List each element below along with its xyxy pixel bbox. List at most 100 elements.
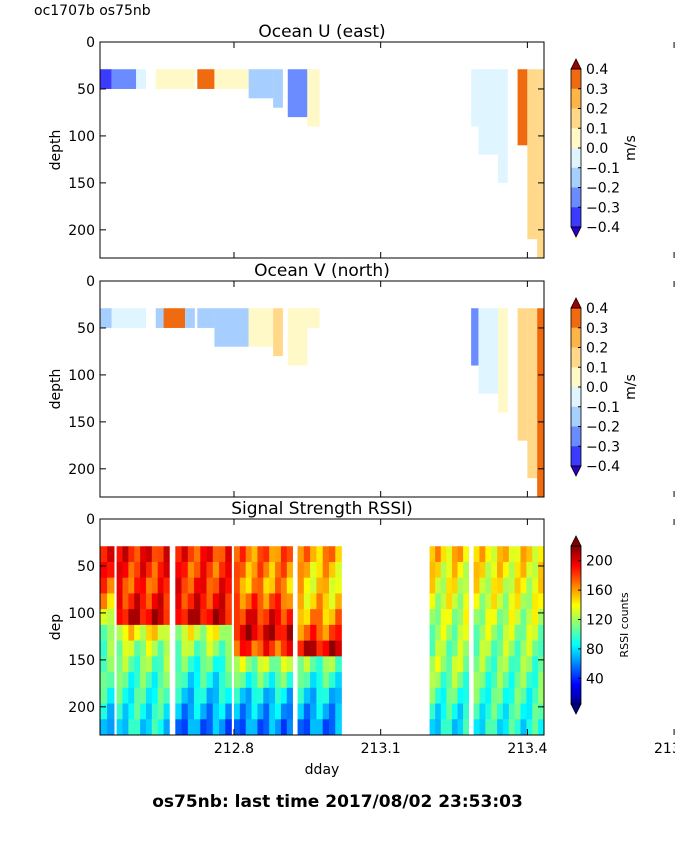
rssi-cell — [200, 656, 207, 673]
rssi-cell — [269, 719, 276, 736]
rssi-cell — [457, 656, 464, 673]
rssi-cell — [107, 593, 115, 610]
rssi-cell — [526, 624, 533, 641]
rssi-cell — [491, 719, 498, 736]
rssi-cell — [239, 719, 247, 736]
rssi-cell — [463, 577, 469, 594]
rssi-cell — [491, 561, 498, 578]
data-block-16 — [517, 69, 528, 146]
colorbar-tick-label: 0.3 — [586, 321, 608, 337]
rssi-cell — [140, 624, 147, 641]
rssi-cell — [163, 593, 170, 610]
rssi-cell — [239, 561, 247, 578]
rssi-cell — [212, 577, 220, 594]
rssi-cell — [175, 672, 182, 689]
data-block-8 — [214, 308, 249, 347]
rssi-cell — [473, 719, 480, 736]
rssi-cell — [157, 609, 164, 626]
rssi-cell — [451, 687, 458, 704]
colorbar-extend-bottom — [570, 226, 582, 238]
colorbar-band — [571, 446, 581, 467]
colorbar-label: RSSI counts — [618, 592, 631, 657]
rssi-cell — [200, 703, 207, 720]
rssi-cell — [116, 624, 123, 641]
colorbar-tick-label: −0.4 — [586, 459, 620, 475]
rssi-cell — [297, 593, 305, 610]
rssi-cell — [446, 640, 453, 657]
rssi-cell — [206, 593, 214, 610]
rssi-cell — [335, 719, 342, 736]
rssi-cell — [145, 640, 153, 657]
rssi-cell — [212, 640, 220, 657]
rssi-cell — [335, 577, 342, 594]
y-tick-label: 100 — [68, 606, 95, 622]
rssi-cell — [479, 561, 486, 578]
colorbar-band — [571, 128, 581, 149]
rssi-cell — [275, 656, 282, 673]
rssi-cell — [457, 719, 464, 736]
rssi-cell — [502, 624, 510, 641]
rssi-cell — [194, 672, 201, 689]
rssi-cell — [303, 719, 311, 736]
colorbar-extend-bottom — [570, 465, 582, 477]
rssi-cell — [269, 546, 276, 563]
rssi-cell — [526, 656, 533, 673]
rssi-cell — [257, 719, 264, 736]
rssi-cell — [451, 640, 458, 657]
rssi-cell — [514, 561, 521, 578]
rssi-cell — [508, 703, 515, 720]
rssi-cell — [122, 577, 129, 594]
rssi-cell — [239, 672, 247, 689]
rssi-cell — [122, 672, 129, 689]
panel-3: Signal Strength RSSI) 0 50 100 150 200 dep 212.… — [48, 499, 675, 778]
rssi-cell — [194, 687, 201, 704]
rssi-cell — [310, 624, 317, 641]
rssi-cell — [335, 546, 342, 563]
rssi-cell — [526, 593, 533, 610]
rssi-cell — [463, 593, 469, 610]
rssi-cell — [200, 609, 207, 626]
rssi-cell — [508, 656, 515, 673]
rssi-cell — [219, 624, 226, 641]
rssi-cell — [122, 561, 129, 578]
rssi-cell — [128, 656, 135, 673]
rssi-cell — [328, 703, 336, 720]
data-block-5 — [163, 308, 186, 328]
rssi-cell — [451, 656, 458, 673]
colorbar-tick-label: 0.0 — [586, 141, 608, 157]
rssi-cell — [286, 703, 293, 720]
rssi-cell — [151, 719, 159, 736]
rssi-cell — [225, 656, 232, 673]
rssi-cell — [157, 656, 164, 673]
colorbar-tick-label: 0.3 — [586, 82, 608, 98]
rssi-cell — [451, 703, 458, 720]
rssi-cell — [502, 656, 510, 673]
panel-title: Signal Strength RSSI) — [231, 499, 413, 519]
rssi-cell — [140, 719, 147, 736]
panel-title: Ocean V (north) — [254, 261, 390, 281]
rssi-cell — [451, 546, 458, 563]
rssi-cell — [429, 719, 436, 736]
rssi-cell — [479, 640, 486, 657]
rssi-cell — [257, 561, 264, 578]
rssi-cell — [107, 687, 115, 704]
rssi-cell — [497, 546, 504, 563]
rssi-cell — [116, 703, 123, 720]
rssi-cell — [286, 719, 293, 736]
rssi-cell — [508, 624, 515, 641]
rssi-cell — [440, 561, 447, 578]
rssi-cell — [286, 593, 293, 610]
rssi-cell — [502, 640, 510, 657]
rssi-cell — [532, 609, 539, 626]
rssi-cell — [187, 719, 195, 736]
rssi-cell — [269, 672, 276, 689]
rssi-cell — [435, 624, 442, 641]
rssi-cell — [263, 546, 270, 563]
rssi-cell — [212, 656, 220, 673]
rssi-cell — [532, 719, 539, 736]
rssi-cell — [485, 546, 492, 563]
rssi-cell — [275, 672, 282, 689]
rssi-cell — [514, 546, 521, 563]
rssi-cell — [514, 656, 521, 673]
rssi-cell — [335, 624, 342, 641]
